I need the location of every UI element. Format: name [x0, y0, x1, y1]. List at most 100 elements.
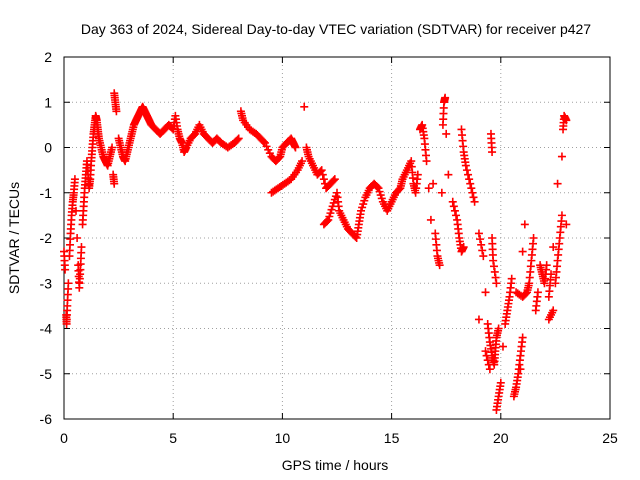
data-point: [465, 175, 474, 184]
data-point: [96, 141, 105, 150]
data-point: [513, 373, 522, 382]
x-tick-label: 25: [602, 430, 618, 446]
data-point: [474, 229, 483, 238]
data-point: [477, 240, 486, 249]
data-point: [274, 154, 283, 163]
data-point: [270, 186, 279, 195]
data-point: [482, 351, 491, 360]
data-point: [319, 175, 328, 184]
data-point: [109, 177, 118, 186]
data-point: [397, 177, 406, 186]
data-point: [439, 103, 448, 112]
data-point: [322, 218, 331, 227]
data-point: [300, 102, 309, 111]
data-point: [494, 395, 503, 404]
data-point: [468, 188, 477, 197]
data-point: [490, 267, 499, 276]
data-point: [444, 170, 453, 179]
data-point: [555, 239, 564, 248]
data-point: [356, 210, 365, 219]
data-point: [70, 178, 79, 187]
data-point: [373, 183, 382, 192]
data-point: [338, 213, 347, 222]
x-axis-label: GPS time / hours: [282, 457, 389, 473]
data-point: [469, 193, 478, 202]
data-point: [432, 246, 441, 255]
data-point: [360, 196, 369, 205]
data-point: [481, 347, 490, 356]
data-point: [562, 220, 571, 229]
data-point: [504, 296, 513, 305]
data-point: [450, 206, 459, 215]
data-point: [292, 168, 301, 177]
data-point: [492, 336, 501, 345]
data-point: [474, 315, 483, 324]
data-point: [476, 235, 485, 244]
data-point: [440, 94, 449, 103]
data-point: [265, 149, 274, 158]
data-point: [462, 166, 471, 175]
x-tick-label: 15: [384, 430, 400, 446]
data-point: [290, 142, 299, 151]
data-point: [487, 143, 496, 152]
data-point: [419, 131, 428, 140]
data-point: [435, 258, 444, 267]
data-point: [296, 159, 305, 168]
data-point: [489, 358, 498, 367]
data-point: [515, 356, 524, 365]
y-tick-label: -5: [40, 366, 53, 382]
data-point: [232, 136, 241, 145]
data-point: [327, 205, 336, 214]
x-tick-label: 20: [493, 430, 509, 446]
data-point: [122, 150, 131, 159]
data-point: [328, 177, 337, 186]
y-tick-label: 2: [44, 49, 52, 65]
data-point: [498, 342, 507, 351]
axis-ticks: 0 5 10 15 20 25 -6 -5 -4 -3 -2 -1 0 1 2: [40, 49, 618, 446]
data-point: [542, 265, 551, 274]
data-point: [87, 161, 96, 170]
data-point: [331, 192, 340, 201]
data-point: [424, 184, 433, 193]
data-point: [507, 279, 516, 288]
data-point: [67, 215, 76, 224]
data-point: [421, 151, 430, 160]
y-tick-label: 1: [44, 94, 52, 110]
data-point: [502, 309, 511, 318]
data-point: [426, 215, 435, 224]
data-point: [518, 247, 527, 256]
data-point: [307, 159, 316, 168]
data-point: [484, 360, 493, 369]
data-point: [173, 122, 182, 131]
data-point: [77, 248, 86, 257]
data-point: [511, 385, 520, 394]
data-point: [489, 262, 498, 271]
data-point: [557, 217, 566, 226]
data-point: [557, 152, 566, 161]
data-point: [238, 114, 247, 123]
data-point: [496, 382, 505, 391]
data-point: [63, 306, 72, 315]
data-point: [546, 275, 555, 284]
data-point: [88, 146, 97, 155]
data-point: [454, 229, 463, 238]
data-point: [408, 174, 417, 183]
data-point: [354, 223, 363, 232]
data-points: [60, 89, 571, 414]
data-point: [491, 273, 500, 282]
data-point: [491, 350, 500, 359]
data-point: [533, 292, 542, 301]
data-point: [479, 252, 488, 261]
y-tick-label: -3: [40, 275, 53, 291]
data-point: [429, 179, 438, 188]
data-point: [481, 288, 490, 297]
data-point: [60, 261, 69, 270]
y-tick-label: -6: [40, 411, 53, 427]
data-point: [233, 135, 242, 144]
data-point: [386, 200, 395, 209]
data-point: [524, 281, 533, 290]
data-point: [553, 262, 562, 271]
data-point: [494, 326, 503, 335]
